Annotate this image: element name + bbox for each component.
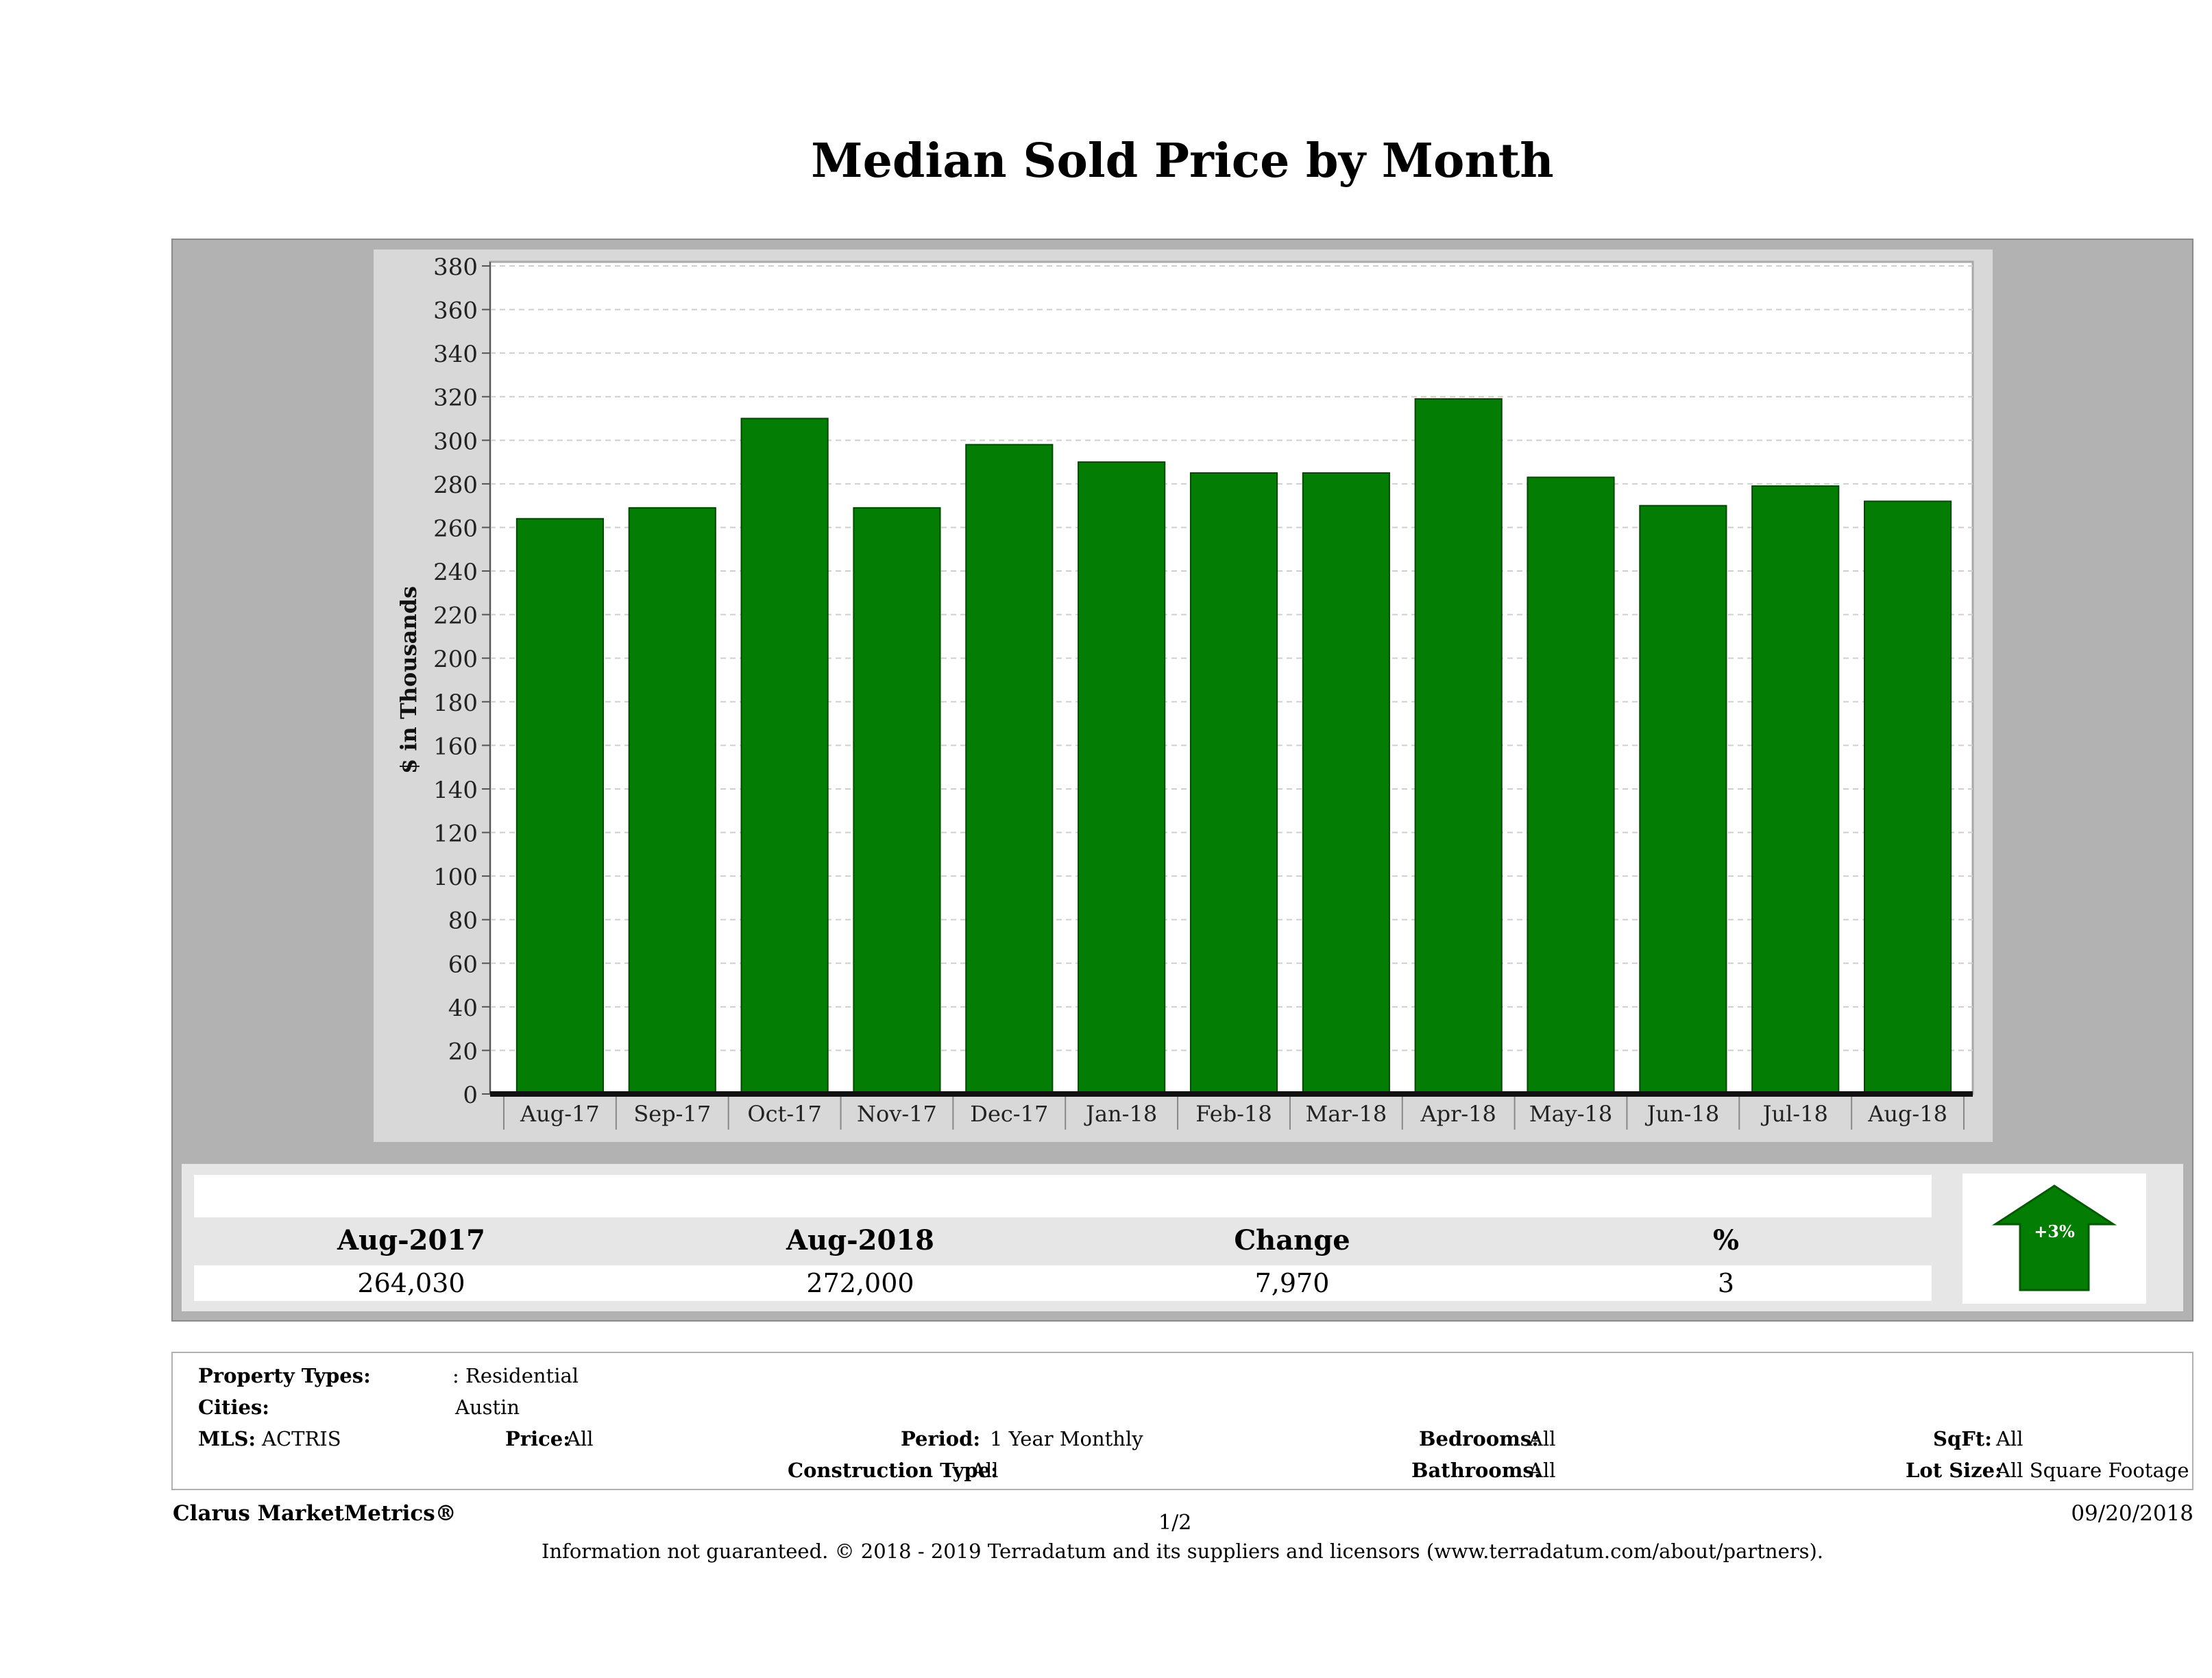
- bar: [853, 507, 941, 1095]
- bar-chart: 0 20 40 60 80 100 120 140 160 180 200 220 240 260 280 3…: [396, 254, 1974, 1130]
- x-tick-label: May-18: [1529, 1101, 1612, 1127]
- lot-size-value: All Square Footage: [1996, 1459, 2189, 1482]
- bar: [1527, 476, 1615, 1095]
- bar: [1414, 398, 1503, 1095]
- summary-values-row: 264,030 272,000 7,970 3: [194, 1265, 1932, 1301]
- x-tick-label: Aug-18: [1867, 1101, 1947, 1127]
- x-tick-label: Jun-18: [1645, 1101, 1720, 1127]
- x-tick-label: Feb-18: [1195, 1101, 1272, 1127]
- period-value: 1 Year Monthly: [990, 1427, 1143, 1450]
- bar: [515, 518, 605, 1095]
- summary-panel: Aug-2017 Aug-2018 Change % 264,030 272,0…: [182, 1164, 2183, 1311]
- construction-type-value: All: [971, 1459, 999, 1482]
- sqft-value: All: [1996, 1427, 2023, 1450]
- summary-blank-row: [194, 1175, 1932, 1217]
- price-value: All: [566, 1427, 594, 1450]
- y-tick-label: 380: [433, 254, 478, 281]
- mls-label: MLS:: [198, 1427, 256, 1450]
- filter-criteria-panel: Property Types: : Residential Cities: Au…: [171, 1352, 2193, 1490]
- x-tick-label: Aug-17: [520, 1101, 600, 1127]
- x-tick-label: Sep-17: [633, 1101, 711, 1127]
- summary-value-change: 7,970: [1254, 1268, 1330, 1298]
- price-label: Price:: [505, 1427, 570, 1450]
- property-types-label: Property Types:: [198, 1364, 371, 1387]
- bar: [740, 417, 829, 1095]
- y-tick-label: 140: [433, 777, 478, 804]
- y-tick-label: 220: [433, 603, 478, 630]
- bedrooms-label: Bedrooms:: [1419, 1427, 1539, 1450]
- bar: [1189, 472, 1278, 1095]
- up-arrow-icon: [1991, 1184, 2117, 1291]
- summary-value-percent: 3: [1717, 1268, 1735, 1298]
- y-tick-label: 80: [448, 908, 478, 935]
- y-tick-label: 0: [463, 1082, 478, 1109]
- sqft-label: SqFt:: [1933, 1427, 1992, 1450]
- y-tick-label: 200: [433, 646, 478, 673]
- lot-size-label: Lot Size:: [1906, 1459, 2002, 1482]
- y-tick-label: 100: [433, 864, 478, 891]
- x-tick-label: Mar-18: [1306, 1101, 1387, 1127]
- y-tick-label: 280: [433, 472, 478, 499]
- y-tick-label: 240: [433, 559, 478, 586]
- y-tick-label: 180: [433, 690, 478, 717]
- cities-label: Cities:: [198, 1396, 269, 1419]
- y-tick-label: 40: [448, 995, 478, 1022]
- y-tick-label: 120: [433, 820, 478, 848]
- y-tick-label: 320: [433, 385, 478, 412]
- bathrooms-value: All: [1529, 1459, 1556, 1482]
- page-number: 1/2: [1158, 1511, 1192, 1535]
- y-tick-label: 340: [433, 341, 478, 368]
- bar: [1863, 500, 1952, 1095]
- y-tick-label: 20: [448, 1038, 478, 1065]
- disclaimer: Information not guaranteed. © 2018 - 201…: [541, 1540, 1824, 1563]
- x-tick-label: Jul-18: [1761, 1101, 1828, 1127]
- chart-title: Median Sold Price by Month: [811, 134, 1554, 189]
- bar: [1751, 485, 1840, 1095]
- y-tick-label: 260: [433, 515, 478, 542]
- summary-header-change: Change: [1234, 1224, 1350, 1256]
- footer-brand: Clarus MarketMetrics®: [173, 1501, 457, 1526]
- y-tick-label: 160: [433, 733, 478, 760]
- trend-badge-label: +3%: [2034, 1221, 2075, 1241]
- y-tick-label: 360: [433, 297, 478, 325]
- report-date: 09/20/2018: [2071, 1501, 2193, 1526]
- summary-header-start: Aug-2017: [337, 1224, 485, 1256]
- bar: [965, 443, 1054, 1095]
- x-tick-label: Nov-17: [857, 1101, 937, 1127]
- x-tick-label: Jan-18: [1084, 1101, 1157, 1127]
- construction-type-label: Construction Type:: [788, 1459, 998, 1482]
- summary-value-start: 264,030: [357, 1268, 465, 1298]
- x-tick-label: Apr-18: [1420, 1101, 1496, 1127]
- x-tick-label: Oct-17: [747, 1101, 822, 1127]
- bedrooms-value: All: [1529, 1427, 1556, 1450]
- period-label: Period:: [901, 1427, 981, 1450]
- y-tick-label: 300: [433, 428, 478, 455]
- bar: [1302, 472, 1390, 1095]
- y-tick-label: 60: [448, 951, 478, 978]
- property-types-value: : Residential: [452, 1364, 579, 1387]
- trend-badge: +3%: [1962, 1174, 2146, 1304]
- y-axis-label: $ in Thousands: [396, 586, 422, 774]
- bar: [628, 507, 716, 1095]
- cities-value: Austin: [455, 1396, 520, 1419]
- bathrooms-label: Bathrooms:: [1411, 1459, 1542, 1482]
- bar: [1639, 504, 1727, 1095]
- x-tick-label: Dec-17: [970, 1101, 1048, 1127]
- summary-header-percent: %: [1712, 1224, 1739, 1256]
- summary-header-end: Aug-2018: [786, 1224, 934, 1256]
- summary-header-row: Aug-2017 Aug-2018 Change %: [194, 1220, 1932, 1261]
- summary-value-end: 272,000: [806, 1268, 914, 1298]
- bar: [1078, 461, 1166, 1095]
- mls-value: ACTRIS: [262, 1427, 341, 1450]
